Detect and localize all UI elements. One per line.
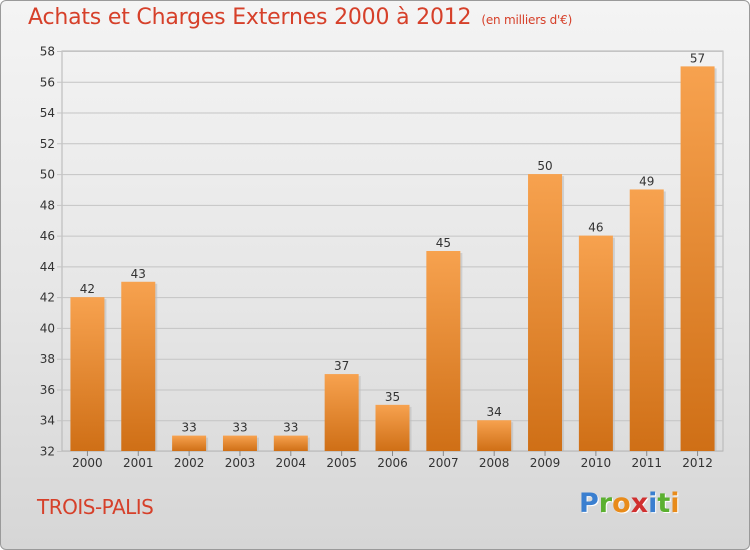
y-tick-label: 58: [40, 45, 55, 59]
data-label: 49: [639, 174, 654, 188]
y-tick-label: 50: [40, 168, 55, 182]
bar: [629, 189, 664, 451]
title-text: Achats et Charges Externes 2000 à 2012: [28, 5, 472, 30]
bar: [375, 404, 410, 451]
x-tick-label: 2011: [631, 456, 662, 470]
data-label: 33: [181, 421, 196, 435]
y-tick-label: 44: [40, 260, 55, 274]
x-tick-label: 2003: [225, 456, 256, 470]
bar: [121, 281, 156, 451]
y-tick-label: 42: [40, 291, 55, 305]
x-tick-label: 2004: [276, 456, 307, 470]
y-tick-label: 38: [40, 352, 55, 366]
proxiti-logo: Proxiti: [579, 488, 680, 519]
x-tick-label: 2009: [530, 456, 561, 470]
x-tick-label: 2012: [682, 456, 713, 470]
data-label: 33: [232, 421, 247, 435]
unit-label: (en milliers d'€): [481, 13, 573, 27]
y-tick-label: 52: [40, 137, 55, 151]
bar: [426, 251, 461, 451]
x-tick-label: 2001: [123, 456, 154, 470]
bar: [680, 66, 715, 451]
y-tick-label: 48: [40, 198, 55, 212]
logo-letter: r: [598, 488, 613, 519]
x-tick-label: 2010: [581, 456, 612, 470]
data-label: 50: [537, 159, 552, 173]
y-tick-label: 56: [40, 75, 55, 89]
logo-letter: x: [630, 488, 649, 519]
bar: [528, 174, 563, 452]
data-label: 43: [131, 267, 146, 281]
y-tick-label: 36: [40, 383, 55, 397]
data-label: 45: [436, 236, 451, 250]
logo-letter: o: [612, 488, 631, 519]
bar: [477, 420, 512, 451]
data-label: 34: [487, 405, 502, 419]
data-label: 37: [334, 359, 349, 373]
bar: [222, 435, 257, 451]
bar: [578, 235, 613, 451]
y-tick-label: 32: [40, 445, 55, 459]
x-tick-label: 2000: [72, 456, 103, 470]
logo-letter: t: [657, 488, 671, 519]
x-tick-label: 2002: [174, 456, 205, 470]
logo-letter: P: [579, 488, 599, 519]
data-label: 42: [80, 282, 95, 296]
chart-title: Achats et Charges Externes 2000 à 2012 (e…: [28, 5, 572, 30]
y-tick-label: 46: [40, 229, 55, 243]
bar: [172, 435, 207, 451]
data-label: 35: [385, 390, 400, 404]
x-tick-label: 2005: [326, 456, 357, 470]
y-tick-label: 54: [40, 106, 55, 120]
data-label: 46: [588, 221, 603, 235]
bar: [324, 374, 359, 451]
data-label: 57: [690, 51, 705, 65]
logo-letter: i: [648, 488, 658, 519]
x-tick-label: 2006: [377, 456, 408, 470]
y-tick-label: 40: [40, 321, 55, 335]
x-tick-label: 2008: [479, 456, 510, 470]
logo-letter: i: [670, 488, 680, 519]
bar: [273, 435, 308, 451]
y-tick-label: 34: [40, 414, 55, 428]
bar: [70, 297, 105, 451]
commune-name: TROIS-PALIS: [37, 495, 154, 519]
data-label: 33: [283, 421, 298, 435]
x-tick-label: 2007: [428, 456, 459, 470]
